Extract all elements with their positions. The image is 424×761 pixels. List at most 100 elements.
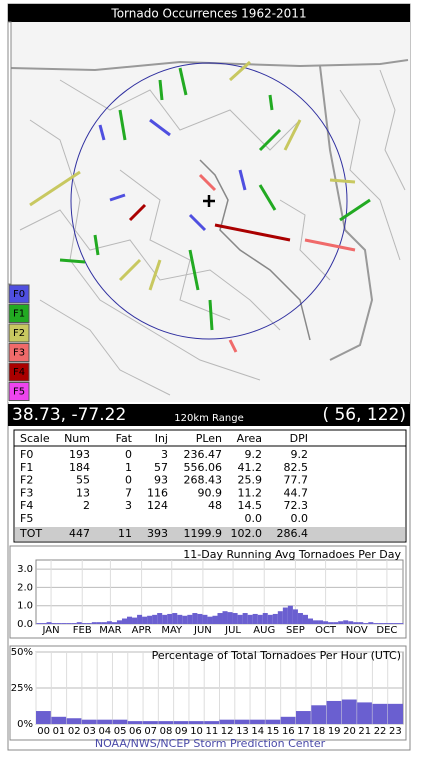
table-cell: 90.9 [198,486,223,499]
bar [277,611,283,624]
table-cell: 3 [161,448,168,461]
x-tick-label: 12 [221,726,234,737]
bar [287,605,293,624]
x-tick-label: JUN [193,625,212,636]
bar [353,622,359,624]
legend-swatch [8,284,30,304]
table-cell: 556.06 [184,461,223,474]
total-row-bg [15,527,405,541]
bar [46,622,52,624]
bar [132,617,138,624]
bar [192,613,198,624]
x-tick-label: MAY [161,625,183,636]
bar [177,614,183,624]
table-cell: F5 [20,512,33,525]
bar [323,621,329,624]
bar [66,623,72,624]
y-tick-label: 25% [11,683,33,694]
bar [142,616,148,624]
bar [157,613,163,624]
x-tick-label: 16 [282,726,295,737]
bar [112,719,128,724]
table-cell: 11 [118,527,132,540]
bar [71,623,77,624]
bar [297,613,303,624]
bar [162,614,168,624]
legend-label: F4 [13,367,25,378]
table-cell: 1199.9 [184,527,223,540]
stats-table [13,429,407,543]
bar [81,623,87,624]
bar [204,721,220,724]
bar [76,622,82,624]
bar [188,721,205,724]
x-tick-label: 15 [267,726,280,737]
x-tick-label: 04 [98,726,111,737]
table-header: Num [64,432,90,445]
bar [372,703,388,724]
bar [282,607,288,624]
table-cell: F0 [20,448,33,461]
bar [368,622,374,624]
x-tick-label: 20 [343,726,356,737]
bar [167,613,173,624]
bar [398,623,404,624]
table-cell: 14.5 [238,499,263,512]
bar [388,623,394,624]
table-cell: 3 [125,499,132,512]
table-cell: 77.7 [284,474,309,487]
x-tick-label: 00 [37,726,50,737]
bar [227,612,233,624]
table-cell: 82.5 [284,461,309,474]
x-tick-label: 10 [190,726,203,737]
bar [295,711,312,724]
table-cell: 124 [147,499,168,512]
title-bar [8,4,410,22]
bar [158,721,174,724]
status-bar [8,404,410,426]
bar [234,719,251,724]
legend: F0 F1 F2 F3 F4 F5 [8,284,30,401]
table-cell: 48 [208,499,222,512]
bar [265,719,281,724]
bar [152,614,158,624]
bar [172,613,178,624]
table-cell: 44.7 [284,486,309,499]
legend-swatch [8,304,30,323]
x-tick-label: DEC [376,625,397,636]
table-cell: 72.3 [284,499,309,512]
grid-point: ( 56, 122) [322,405,406,425]
bar [111,622,117,624]
x-tick-label: 06 [129,726,142,737]
table-cell: 116 [147,486,168,499]
x-tick-label: 05 [114,726,127,737]
charts: 0.0 1.0 2.0 3.0 JAN FEB MAR APR MAY JUN JUL AUG SEP O… [11,548,404,737]
x-tick-label: AUG [253,625,275,636]
bar [116,620,122,624]
bar [357,702,373,724]
legend-label: F5 [13,387,25,398]
x-tick-label: 18 [313,726,326,737]
bar [272,613,278,624]
bar [393,623,399,624]
legend-label: F3 [13,348,25,359]
table-cell: 0 [125,448,132,461]
bar [343,620,349,624]
bar [121,618,127,624]
bar [101,622,107,624]
legend-swatch [8,323,30,343]
table-cell: 9.2 [291,448,309,461]
bar [66,718,82,724]
x-tick-label: 01 [53,726,66,737]
bar [91,622,97,624]
bar [378,623,384,624]
table-cell: 11.2 [238,486,263,499]
y-tick-label: 3.0 [17,564,33,575]
x-tick-label: 22 [374,726,387,737]
chart-title: Percentage of Total Tornadoes Per Hour (… [152,649,401,662]
x-tick-label: APR [132,625,152,636]
table-header: PLen [196,432,222,445]
bar [197,613,203,624]
y-tick-label: 0.0 [17,619,33,630]
x-tick-label: 02 [68,726,81,737]
